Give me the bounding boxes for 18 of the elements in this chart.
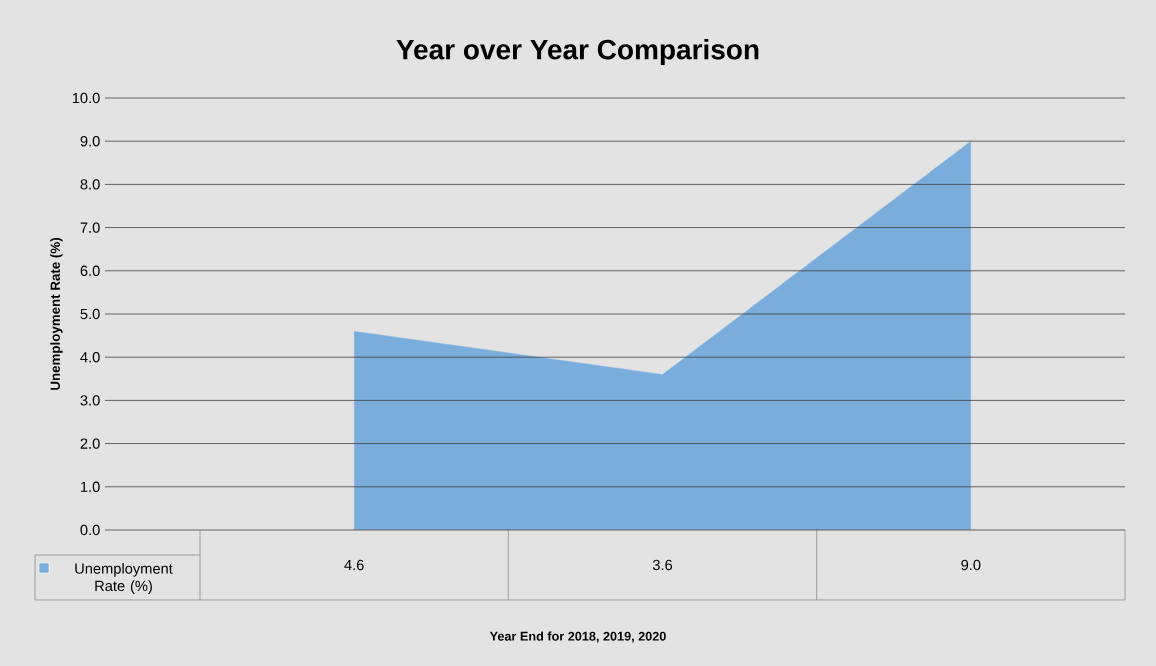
y-tick-label: 3.0	[80, 395, 100, 406]
data-label: 9.0	[961, 559, 981, 571]
y-axis-title: Unemployment Rate (%)	[50, 237, 63, 390]
y-tick-label: 5.0	[80, 308, 100, 320]
chart-title: Year over Year Comparison	[396, 38, 759, 66]
y-tick-label: 6.0	[80, 265, 100, 276]
data-label: 3.6	[652, 559, 673, 571]
y-tick-label: 9.0	[80, 136, 100, 147]
y-tick-label: 0.0	[80, 524, 100, 536]
y-tick-label: 2.0	[80, 438, 100, 449]
y-tick-label: 1.0	[81, 481, 100, 492]
data-label: 4.6	[344, 559, 364, 571]
text: Year End for 2018, 2019, 2020	[489, 631, 666, 643]
y-tick-label: 4.0	[80, 352, 100, 363]
y-tick-label: 10.0	[72, 92, 100, 104]
legend-label: Unemployment Rate (%)	[75, 563, 173, 594]
y-tick-label: 8.0	[80, 179, 100, 190]
y-tick-label: 7.0	[80, 222, 100, 233]
